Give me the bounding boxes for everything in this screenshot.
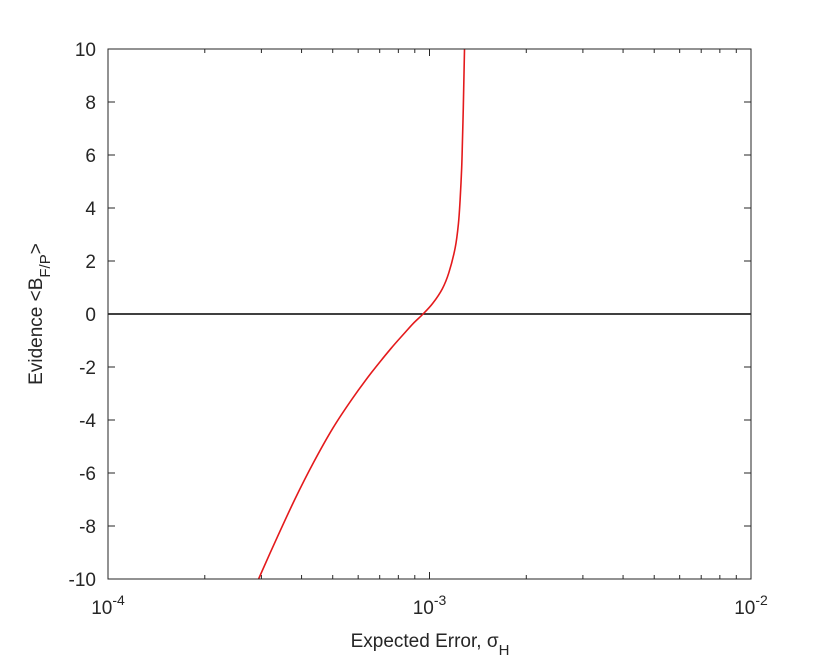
y-tick-label: -10 (69, 570, 96, 591)
series-line-0 (257, 48, 466, 580)
y-tick-label: 10 (75, 40, 96, 61)
series-layer (257, 48, 466, 580)
x-tick-label-exponent: -4 (112, 592, 125, 608)
x-tick-label: 10-3 (413, 592, 447, 619)
x-tick-labels: 10-4 10-3 10-2 (91, 592, 768, 619)
y-tick-label: -4 (79, 411, 96, 432)
x-tick-label-base: 10 (413, 598, 434, 619)
y-tick-label: 4 (85, 199, 96, 220)
y-tick-label: 0 (85, 305, 96, 326)
axes-box (107, 48, 752, 580)
y-tick-label: 2 (85, 252, 96, 273)
y-axis-title-text: Evidence <B (26, 278, 47, 385)
y-tick-label: 8 (85, 93, 96, 114)
y-axis-title: Evidence <BF/P> (26, 243, 54, 385)
x-axis-title: Expected Error, σH (351, 631, 510, 659)
y-axis-title-suffix: > (26, 243, 47, 254)
y-tick-labels: -10 -8 -6 -4 -2 0 2 4 6 8 10 (69, 40, 97, 591)
y-tick-label: 6 (85, 146, 96, 167)
x-tick-label-exponent: -2 (755, 592, 768, 608)
y-axis-title-subscript: F/P (37, 254, 54, 277)
x-tick-label-exponent: -3 (434, 592, 447, 608)
y-tick-label: -2 (79, 358, 96, 379)
y-tick-label: -6 (79, 464, 96, 485)
x-tick-label: 10-4 (91, 592, 125, 619)
x-tick-label-base: 10 (734, 598, 755, 619)
x-axis-title-text: Expected Error, σ (351, 631, 499, 652)
x-tick-label-base: 10 (91, 598, 112, 619)
x-tick-label: 10-2 (734, 592, 768, 619)
y-tick-label: -8 (79, 517, 96, 538)
x-axis-title-subscript: H (499, 642, 510, 659)
ticks (107, 48, 752, 580)
